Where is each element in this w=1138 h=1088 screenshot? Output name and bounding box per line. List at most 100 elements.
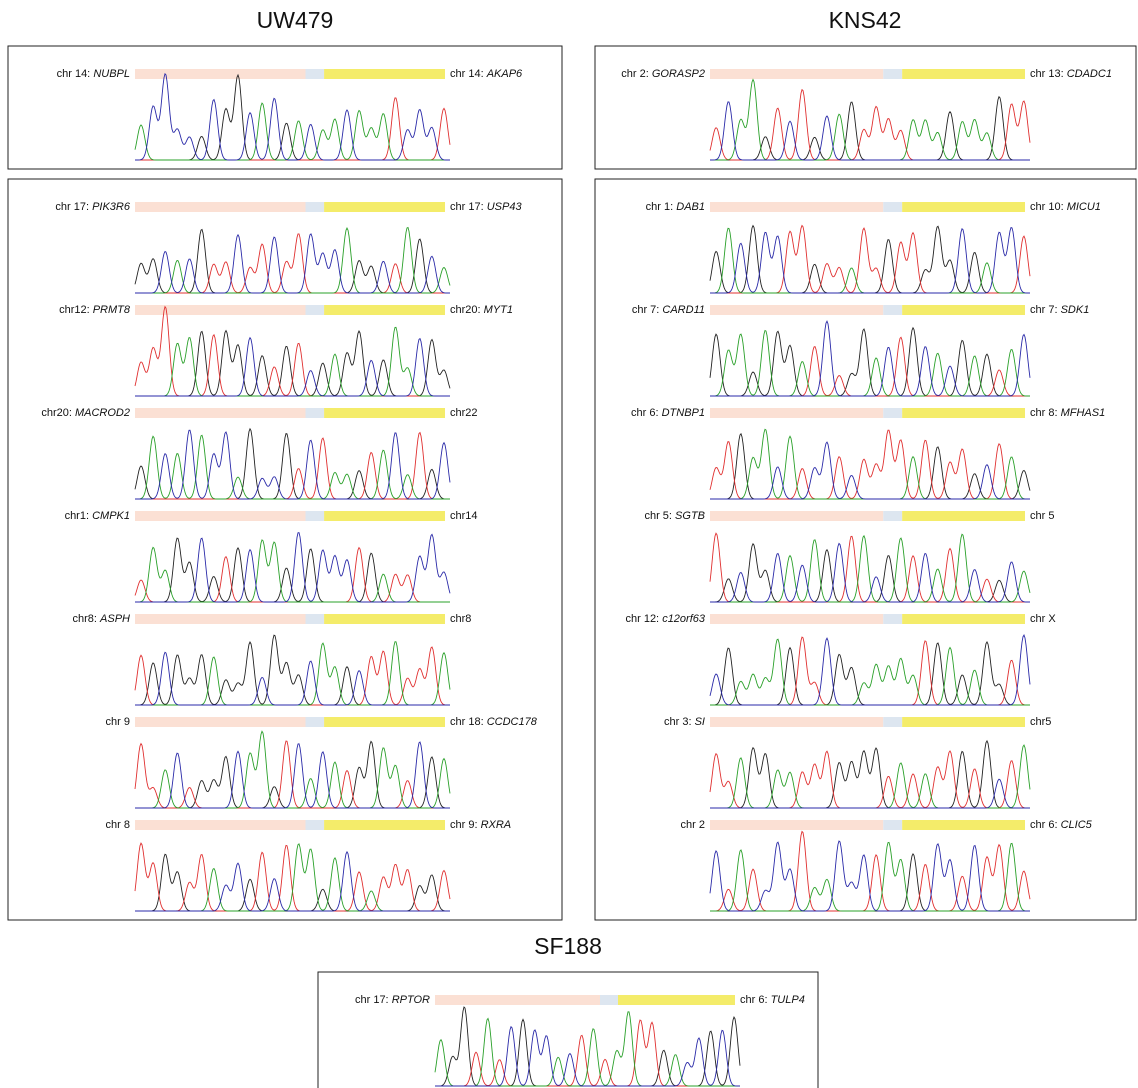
- fusion-label: chr 9: [106, 716, 130, 728]
- sequence-junction: [883, 69, 902, 79]
- sequence-right: [324, 305, 445, 315]
- sequence-left: [135, 305, 306, 315]
- trace: [710, 429, 1030, 499]
- gene: TULP4: [771, 994, 805, 1006]
- trace: [135, 852, 450, 911]
- trace: [710, 854, 1030, 911]
- fusion-label: chr14: [450, 510, 478, 522]
- trace: [135, 741, 450, 808]
- chromosome: chr 10:: [1030, 201, 1064, 213]
- chromosome: chr20:: [41, 407, 72, 419]
- sequence-junction: [883, 408, 902, 418]
- trace: [710, 442, 1030, 499]
- sequence-right: [902, 202, 1025, 212]
- sequence-right: [324, 408, 445, 418]
- trace: [135, 228, 450, 294]
- panel-title: SF188: [534, 933, 602, 959]
- sequence-left: [135, 408, 306, 418]
- panel-box: [595, 179, 1136, 920]
- trace: [710, 635, 1030, 705]
- fusion-label: chr12: PRMT8: [59, 304, 131, 316]
- panel-title: UW479: [257, 7, 334, 33]
- sequence-junction: [306, 69, 325, 79]
- sequence-right: [324, 202, 445, 212]
- chromosome: chr1:: [65, 510, 89, 522]
- chromosome: chr 17:: [355, 994, 389, 1006]
- sequence-left: [135, 202, 306, 212]
- trace: [710, 741, 1030, 808]
- sequence-junction: [883, 202, 902, 212]
- gene: SDK1: [1061, 304, 1090, 316]
- chromosome: chr 18:: [450, 716, 484, 728]
- sequence-junction: [306, 408, 325, 418]
- chromosome: chr 17:: [450, 201, 484, 213]
- fusion-label: chr20: MYT1: [450, 304, 513, 316]
- panel-box: [595, 46, 1136, 169]
- sequence-left: [135, 511, 306, 521]
- trace: [135, 854, 450, 911]
- trace: [135, 331, 450, 396]
- sequence-left: [710, 305, 883, 315]
- trace: [135, 103, 450, 160]
- gene: ASPH: [99, 613, 130, 625]
- sequence-left: [135, 614, 306, 624]
- gene: PIK3R6: [92, 201, 131, 213]
- fusion-label: chr8: [450, 613, 471, 625]
- chromosome: chr 14:: [57, 68, 91, 80]
- trace: [135, 338, 450, 396]
- fusion-label: chr 18: CCDC178: [450, 716, 538, 728]
- sequence-junction: [306, 202, 325, 212]
- gene: CDADC1: [1067, 68, 1112, 80]
- sequence-right: [902, 69, 1025, 79]
- fusion-label: chr 5: SGTB: [644, 510, 705, 522]
- trace: [710, 80, 1030, 161]
- chromosome: chr 3:: [664, 716, 692, 728]
- fusion-label: chr 10: MICU1: [1030, 201, 1101, 213]
- gene: DAB1: [676, 201, 705, 213]
- sequence-right: [324, 820, 445, 830]
- fusion-label: chr 14: NUBPL: [57, 68, 130, 80]
- trace: [135, 327, 450, 396]
- gene: RXRA: [481, 819, 512, 831]
- sequence-right: [902, 717, 1025, 727]
- fusion-label: chr5: [1030, 716, 1051, 728]
- sequence-junction: [306, 717, 325, 727]
- sequence-left: [435, 995, 600, 1005]
- chromosome: chr 9:: [450, 819, 478, 831]
- chromosome: chr22: [450, 407, 478, 419]
- sequence-left: [710, 202, 883, 212]
- sequence-right: [618, 995, 735, 1005]
- fusion-label: chr 7: SDK1: [1030, 304, 1089, 316]
- gene: MICU1: [1067, 201, 1101, 213]
- trace: [435, 1027, 740, 1086]
- trace: [710, 642, 1030, 705]
- sequence-right: [902, 305, 1025, 315]
- trace: [135, 742, 450, 808]
- sequence-right: [324, 717, 445, 727]
- sequence-junction: [306, 820, 325, 830]
- fusion-label: chr 8: [106, 819, 130, 831]
- chromosome: chr 6:: [631, 407, 659, 419]
- trace: [435, 1012, 740, 1086]
- trace: [135, 642, 450, 705]
- chromosome: chr 6:: [740, 994, 768, 1006]
- sequence-left: [710, 614, 883, 624]
- fusion-label: chr 6: DTNBP1: [631, 407, 705, 419]
- chromosome: chr 12:: [625, 613, 659, 625]
- fusion-label: chr 5: [1030, 510, 1054, 522]
- sequence-right: [902, 408, 1025, 418]
- sequence-left: [710, 511, 883, 521]
- gene: SI: [695, 716, 705, 728]
- sequence-junction: [600, 995, 618, 1005]
- trace: [710, 544, 1030, 603]
- trace: [135, 548, 450, 602]
- sequence-junction: [306, 305, 325, 315]
- fusion-label: chr 2: [681, 819, 705, 831]
- fusion-label: chr 17: PIK3R6: [55, 201, 130, 213]
- fusion-label: chr 2: GORASP2: [621, 68, 705, 80]
- trace: [710, 434, 1030, 499]
- fusion-label: chr 3: SI: [664, 716, 705, 728]
- fusion-label: chr22: [450, 407, 478, 419]
- chromosome: chr 9: [106, 716, 130, 728]
- gene: DTNBP1: [662, 407, 705, 419]
